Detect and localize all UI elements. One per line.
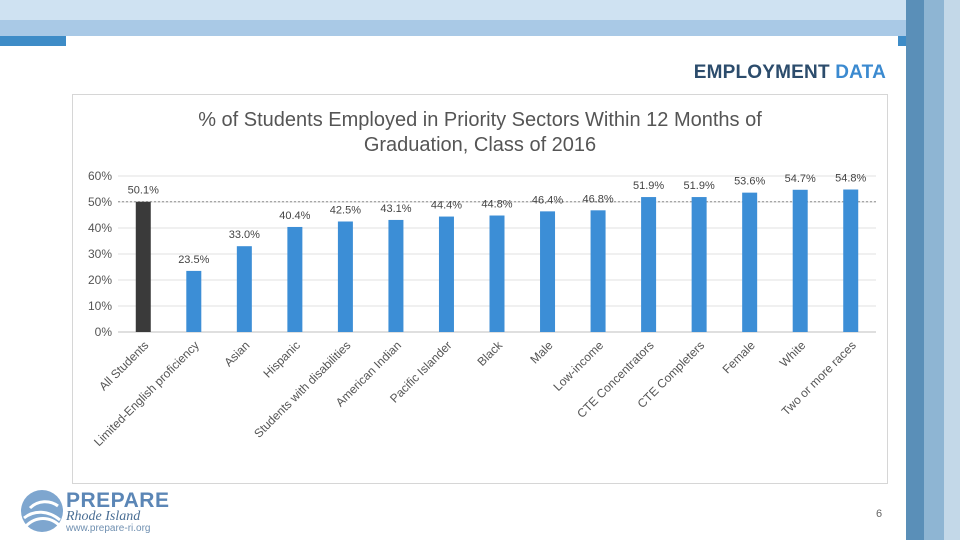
bar xyxy=(590,210,606,332)
data-label: 46.4% xyxy=(532,194,563,206)
bar xyxy=(438,216,454,332)
x-category-label: Black xyxy=(474,338,505,369)
bar xyxy=(337,221,353,332)
x-category-label: Hispanic xyxy=(261,338,303,380)
bar xyxy=(135,201,151,332)
header-band-mid xyxy=(0,20,960,36)
chart-title: % of Students Employed in Priority Secto… xyxy=(80,108,880,158)
bar xyxy=(843,189,859,332)
data-label: 51.9% xyxy=(633,180,664,192)
data-label: 51.9% xyxy=(684,180,715,192)
y-tick-label: 50% xyxy=(88,195,112,209)
bar xyxy=(540,211,556,332)
header-band-light xyxy=(0,0,960,20)
data-label: 50.1% xyxy=(128,185,159,197)
section-title-accent: DATA xyxy=(835,62,886,83)
data-label: 23.5% xyxy=(178,254,209,266)
chart-title-line-2: Graduation, Class of 2016 xyxy=(363,134,597,156)
data-label: 43.1% xyxy=(380,203,411,215)
side-stripe-dark xyxy=(906,0,924,540)
data-label: 53.6% xyxy=(734,176,765,188)
x-category-label: Limited-English proficiency xyxy=(91,338,202,449)
x-category-label: White xyxy=(777,338,809,370)
y-tick-label: 40% xyxy=(88,221,112,235)
logo-icon xyxy=(21,490,63,532)
section-title: EMPLOYMENT DATA xyxy=(600,62,886,84)
bar xyxy=(742,192,758,332)
data-label: 44.4% xyxy=(431,200,462,212)
bar xyxy=(792,189,808,332)
logo-url[interactable]: www.prepare-ri.org xyxy=(66,523,151,534)
y-tick-label: 20% xyxy=(88,273,112,287)
bar xyxy=(236,246,252,332)
logo-name: PREPARE xyxy=(66,489,170,512)
data-label: 46.8% xyxy=(582,193,613,205)
section-title-main: EMPLOYMENT xyxy=(693,62,830,83)
bar xyxy=(489,215,505,332)
y-tick-label: 60% xyxy=(88,169,112,183)
bar xyxy=(641,197,657,332)
x-category-label: Low-income xyxy=(551,338,607,394)
data-label: 44.8% xyxy=(481,199,512,211)
data-label: 54.8% xyxy=(835,173,866,185)
x-category-label: Students with disabilities xyxy=(251,338,353,440)
x-category-label: Male xyxy=(527,338,556,367)
x-category-label: Female xyxy=(720,338,758,376)
data-label: 40.4% xyxy=(279,210,310,222)
bar xyxy=(388,219,404,332)
y-tick-label: 30% xyxy=(88,247,112,261)
x-category-label: Asian xyxy=(221,338,252,369)
bar xyxy=(287,226,303,332)
content-area-top xyxy=(66,36,898,50)
data-label: 33.0% xyxy=(229,229,260,241)
logo-state: Rhode Island xyxy=(66,509,141,524)
side-stripe-light xyxy=(944,0,960,540)
side-stripe-mid xyxy=(924,0,944,540)
chart-title-line-1: % of Students Employed in Priority Secto… xyxy=(198,109,762,131)
bar xyxy=(186,270,202,332)
y-tick-label: 0% xyxy=(95,325,113,339)
data-label: 42.5% xyxy=(330,205,361,217)
y-tick-label: 10% xyxy=(88,299,112,313)
x-category-label: All Students xyxy=(96,338,151,393)
page-number: 6 xyxy=(876,508,883,520)
bar xyxy=(691,197,707,332)
data-label: 54.7% xyxy=(785,173,816,185)
